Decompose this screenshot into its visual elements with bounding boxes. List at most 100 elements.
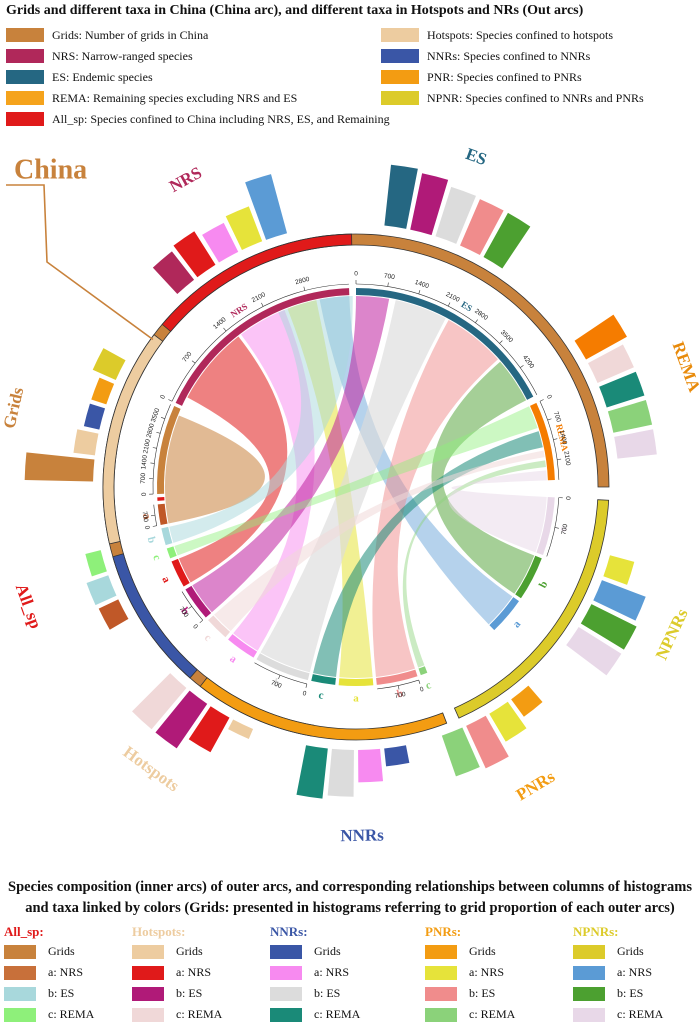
bottom-legend-item: a: NRS xyxy=(4,962,94,983)
legend-swatch xyxy=(381,70,419,84)
legend-label: a: NRS xyxy=(48,965,83,980)
inner-arc-label: b xyxy=(537,579,550,590)
legend-swatch xyxy=(132,945,164,959)
bottom-legend-item: b: ES xyxy=(425,983,515,1004)
legend-label: b: ES xyxy=(469,986,495,1001)
bottom-legend-item: Grids xyxy=(132,941,222,962)
histogram-bar xyxy=(84,404,105,430)
legend-swatch xyxy=(4,945,36,959)
bottom-legend-all-sp: All_sp: Grids a: NRS b: ES c: REMA xyxy=(4,923,94,1025)
legend-label: Grids xyxy=(48,944,75,959)
legend-label: b: ES xyxy=(314,986,340,1001)
scale-tick xyxy=(553,439,557,440)
scale-tick-label: 700 xyxy=(383,273,395,282)
legend-swatch xyxy=(573,945,605,959)
legend-swatch xyxy=(425,987,457,1001)
legend-swatch xyxy=(425,966,457,980)
histogram-bar xyxy=(87,575,117,605)
bottom-legend-item: a: NRS xyxy=(573,962,663,983)
legend-label: Grids: Number of grids in China xyxy=(52,25,208,45)
bottom-legend-title: Hotspots: xyxy=(132,923,222,941)
histogram-bar xyxy=(296,745,327,798)
legend-swatch xyxy=(270,966,302,980)
scale-tick xyxy=(419,680,420,684)
bottom-legend-npnrs: NPNRs: Grids a: NRS b: ES c: REMA xyxy=(573,923,663,1025)
outer-label: Grids xyxy=(0,385,27,430)
legend-swatch xyxy=(6,49,44,63)
inner-arc-label: ES xyxy=(459,299,474,313)
scale-tick-label: 3500 xyxy=(150,407,162,423)
scale-tick xyxy=(192,361,195,363)
outer-label: REMA xyxy=(669,339,700,395)
histogram-bar xyxy=(85,550,107,576)
inner-arc-label: b xyxy=(145,535,158,544)
legend-label: Grids xyxy=(314,944,341,959)
histogram-bar xyxy=(93,348,126,380)
bottom-title: Species composition (inner arcs) of oute… xyxy=(0,877,700,919)
bottom-legend-item: b: ES xyxy=(4,983,94,1004)
china-leader-line xyxy=(6,185,153,339)
scale-tick-label: 1400 xyxy=(414,279,430,290)
scale-tick xyxy=(304,287,305,291)
inner-arc-label: a xyxy=(511,618,524,630)
legend-label: Grids xyxy=(617,944,644,959)
legend-swatch xyxy=(4,987,36,1001)
legend-label: b: ES xyxy=(176,986,202,1001)
outer-label: NPNRs xyxy=(652,605,692,662)
scale-tick-label: 0 xyxy=(191,623,199,631)
legend-item: REMA: Remaining species excluding NRS an… xyxy=(6,87,390,108)
bottom-legend-hotspots: Hotspots: Grids a: NRS b: ES c: REMA xyxy=(132,923,222,1025)
bottom-legend-item: b: ES xyxy=(132,983,222,1004)
legend-label: a: NRS xyxy=(469,965,504,980)
scale-tick-label: 700 xyxy=(141,511,149,523)
histogram-bar xyxy=(25,452,95,481)
inner-arc-label: a xyxy=(353,693,359,705)
scale-tick-label: 2100 xyxy=(142,438,152,454)
bottom-legend-title: NPNRs: xyxy=(573,923,663,941)
legend-label: Grids xyxy=(176,944,203,959)
scale-tick-label: 700 xyxy=(140,472,147,484)
histogram-bar xyxy=(603,555,634,585)
histogram-bar xyxy=(91,378,114,405)
scale-tick xyxy=(168,400,172,402)
legend-label: NNRs: Species confined to NNRs xyxy=(427,46,590,66)
legend-item: ES: Endemic species xyxy=(6,66,390,87)
legend-swatch xyxy=(381,49,419,63)
legend-label: a: NRS xyxy=(176,965,211,980)
inner-arc-label: a xyxy=(159,575,172,586)
legend-label: PNR: Species confined to PNRs xyxy=(427,67,582,87)
bottom-legend-item: Grids xyxy=(4,941,94,962)
scale-tick-label: 2100 xyxy=(562,451,571,467)
scale-tick xyxy=(200,620,203,623)
scale-tick xyxy=(224,328,227,331)
scale-tick-label: 700 xyxy=(181,350,193,363)
inner-arc-pn_c xyxy=(419,666,428,675)
scale-tick-label: 0 xyxy=(302,690,308,698)
histogram-bar xyxy=(358,749,383,782)
scale-tick-label: 1400 xyxy=(140,454,149,470)
scale-tick-label: 2100 xyxy=(251,291,267,304)
legend-swatch xyxy=(4,966,36,980)
histogram-bar xyxy=(73,429,98,455)
histogram-bar xyxy=(228,720,253,739)
legend-item: NRS: Narrow-ranged species xyxy=(6,45,390,66)
legend-label: NRS: Narrow-ranged species xyxy=(52,46,193,66)
scale-tick-label: 0 xyxy=(354,271,358,278)
bottom-legend-title: NNRs: xyxy=(270,923,360,941)
legend-item: NPNR: Species confined to NNRs and PNRs xyxy=(381,87,644,108)
scale-tick-label: 2100 xyxy=(445,291,461,304)
legend-label: a: NRS xyxy=(617,965,652,980)
legend-swatch xyxy=(381,28,419,42)
bottom-legend-item: b: ES xyxy=(573,983,663,1004)
inner-arc-label: a xyxy=(227,653,239,666)
scale-tick-label: 0 xyxy=(419,686,425,694)
bottom-legend-title: PNRs: xyxy=(425,923,515,941)
scale-tick xyxy=(475,320,477,323)
legend-swatch xyxy=(270,945,302,959)
figure-title: Grids and different taxa in China (China… xyxy=(6,3,583,19)
scale-tick xyxy=(306,684,307,688)
scale-tick-label: 0 xyxy=(143,525,151,530)
histogram-bar xyxy=(328,749,354,797)
scale-tick xyxy=(156,432,160,433)
scale-tick xyxy=(500,341,503,344)
